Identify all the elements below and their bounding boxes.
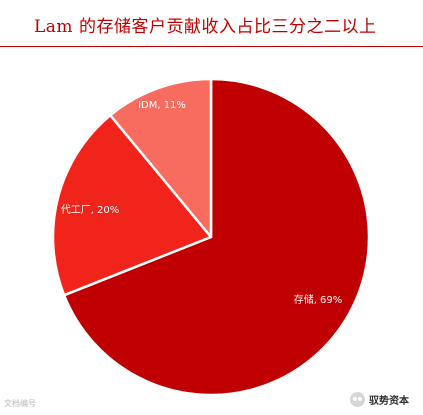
slice-label-2: 代工厂, 20% [61, 204, 120, 216]
footer-caption: 文档编号 [4, 399, 36, 408]
pie-slice-1 [62, 77, 371, 397]
wechat-icon [350, 391, 365, 407]
watermark-text: 驭势资本 [369, 395, 409, 407]
pie-slice-2 [51, 114, 213, 297]
title-bar: Lam 的存储客户贡献收入占比三分之二以上 [0, 0, 423, 47]
chart-title: Lam 的存储客户贡献收入占比三分之二以上 [34, 17, 377, 37]
pie-slice-3 [109, 77, 213, 239]
watermark: 驭势资本 [350, 390, 409, 408]
slice-label-3: IDM, 11% [138, 100, 186, 111]
slice-label-1: 存储, 69% [294, 293, 343, 306]
